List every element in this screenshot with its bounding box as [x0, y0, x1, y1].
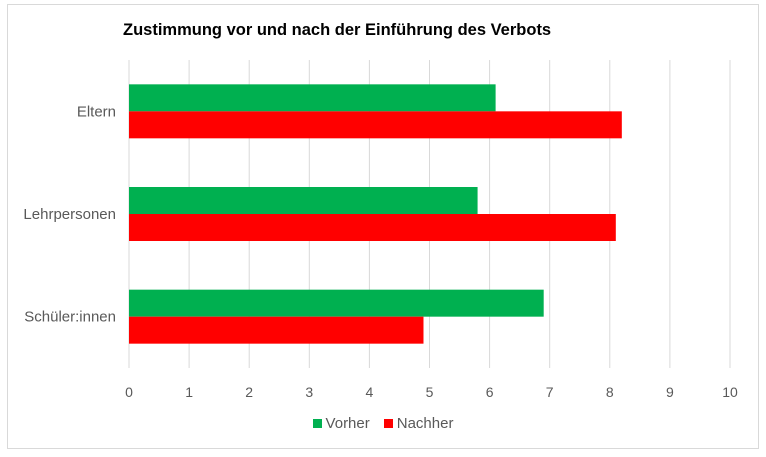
legend-item-nachher: Nachher — [383, 415, 454, 432]
category-label-0: Eltern — [77, 103, 116, 120]
chart-title: Zustimmung vor und nach der Einführung d… — [123, 21, 552, 39]
legend-label-nachher: Nachher — [396, 415, 454, 432]
bar-nachher-0 — [129, 111, 622, 139]
legend-swatch-nachher — [383, 419, 393, 428]
category-label-2: Schüler:innen — [24, 309, 116, 326]
bar-nachher-2 — [129, 316, 424, 344]
x-tick-label-1: 1 — [185, 384, 193, 400]
legend-label-vorher: Vorher — [325, 415, 370, 432]
x-tick-label-3: 3 — [305, 384, 313, 400]
bar-nachher-1 — [129, 214, 616, 241]
x-tick-label-0: 0 — [125, 384, 133, 400]
x-tick-label-7: 7 — [546, 384, 554, 400]
bar-vorher-2 — [129, 289, 544, 317]
bar-vorher-1 — [129, 187, 478, 214]
x-tick-label-8: 8 — [606, 384, 614, 400]
x-tick-label-9: 9 — [666, 384, 674, 400]
category-label-1: Lehrpersonen — [23, 206, 116, 223]
legend-item-vorher: Vorher — [312, 415, 370, 432]
x-tick-label-6: 6 — [486, 384, 494, 400]
legend: Vorher Nachher — [0, 415, 766, 432]
x-tick-label-2: 2 — [245, 384, 253, 400]
bar-vorher-0 — [129, 84, 496, 112]
x-tick-label-5: 5 — [426, 384, 434, 400]
legend-swatch-vorher — [312, 419, 322, 428]
x-tick-label-4: 4 — [366, 384, 374, 400]
x-tick-label-10: 10 — [722, 384, 738, 400]
